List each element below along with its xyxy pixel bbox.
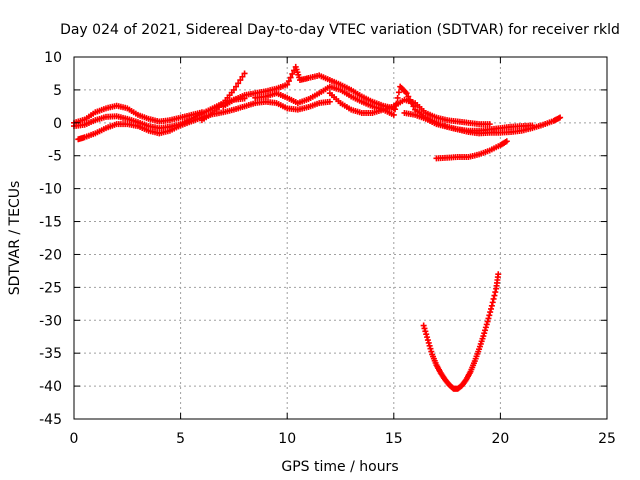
- x-tick-label: 5: [176, 431, 185, 447]
- data-point: [403, 90, 410, 97]
- data-point: [482, 327, 489, 334]
- data-point: [230, 86, 237, 93]
- data-point: [486, 312, 493, 319]
- data-point: [241, 70, 248, 77]
- data-point: [489, 299, 496, 306]
- data-point: [424, 334, 431, 341]
- x-tick-label: 15: [385, 431, 403, 447]
- series-arc-9: [433, 138, 510, 162]
- data-point: [408, 100, 415, 107]
- y-tick-labels: 10 5 0 -5 -10 -15 -20 -25 -30 -35 -40 -45: [39, 50, 62, 428]
- data-point: [427, 345, 434, 352]
- data-point: [488, 302, 495, 309]
- data-point: [428, 348, 435, 355]
- plot-frame: [73, 56, 608, 420]
- y-tick-label: -5: [48, 149, 62, 165]
- data-point: [491, 292, 498, 299]
- y-tick-label: -40: [39, 379, 62, 395]
- data-point: [481, 330, 488, 337]
- data-point: [235, 80, 242, 87]
- data-point: [239, 73, 246, 80]
- data-point: [482, 324, 489, 331]
- y-tick-label: -35: [39, 346, 62, 362]
- y-tick-label: -45: [39, 412, 62, 428]
- data-point: [410, 103, 417, 110]
- data-point: [480, 333, 487, 340]
- data-point: [426, 342, 433, 349]
- series-arc-6: [252, 83, 493, 128]
- data-point: [488, 305, 495, 312]
- data-point: [394, 94, 401, 101]
- data-point: [495, 271, 502, 278]
- y-tick-label: 5: [53, 83, 62, 99]
- data-point: [485, 315, 492, 322]
- data-point: [390, 111, 397, 118]
- data-point: [285, 78, 292, 85]
- data-point: [393, 100, 400, 107]
- x-tick-label: 0: [70, 431, 79, 447]
- x-tick-label: 10: [278, 431, 296, 447]
- data-point: [326, 98, 333, 105]
- data-point: [492, 289, 499, 296]
- data-point: [424, 337, 431, 344]
- data-point: [557, 114, 564, 121]
- data-point: [233, 83, 240, 90]
- y-tick-label: -15: [39, 215, 62, 231]
- x-tick-labels: 0 5 10 15 20 25: [70, 431, 616, 447]
- series-arc-8: [401, 109, 564, 137]
- data-point: [237, 77, 244, 84]
- data-point: [284, 81, 291, 88]
- x-axis-label: GPS time / hours: [281, 459, 398, 475]
- data-point: [421, 325, 428, 332]
- data-point: [503, 138, 510, 145]
- y-tick-label: -10: [39, 182, 62, 198]
- data-point: [405, 93, 412, 100]
- y-tick-label: 10: [44, 50, 62, 66]
- y-tick-label: 0: [53, 116, 62, 132]
- data-point: [423, 331, 430, 338]
- data-point: [487, 309, 494, 316]
- data-point: [425, 339, 432, 346]
- y-tick-label: -25: [39, 280, 62, 296]
- y-axis-label: SDTVAR / TECUs: [7, 181, 23, 296]
- data-point: [407, 96, 414, 103]
- axis-ticks: [73, 56, 608, 420]
- x-tick-label: 25: [598, 431, 616, 447]
- data-point: [420, 322, 427, 329]
- x-tick-label: 20: [491, 431, 509, 447]
- data-series: [71, 63, 564, 392]
- y-tick-label: -20: [39, 247, 62, 263]
- data-point: [287, 74, 294, 81]
- data-point: [486, 121, 493, 128]
- data-point: [392, 106, 399, 113]
- series-arc-4: [198, 70, 248, 124]
- series-arc-10: [420, 271, 502, 392]
- data-point: [289, 70, 296, 77]
- data-point: [395, 89, 402, 96]
- data-point: [490, 295, 497, 302]
- y-tick-label: -30: [39, 313, 62, 329]
- data-point: [422, 328, 429, 335]
- chart-title: Day 024 of 2021, Sidereal Day-to-day VTE…: [60, 22, 620, 38]
- data-point: [483, 321, 490, 328]
- data-point: [484, 318, 491, 325]
